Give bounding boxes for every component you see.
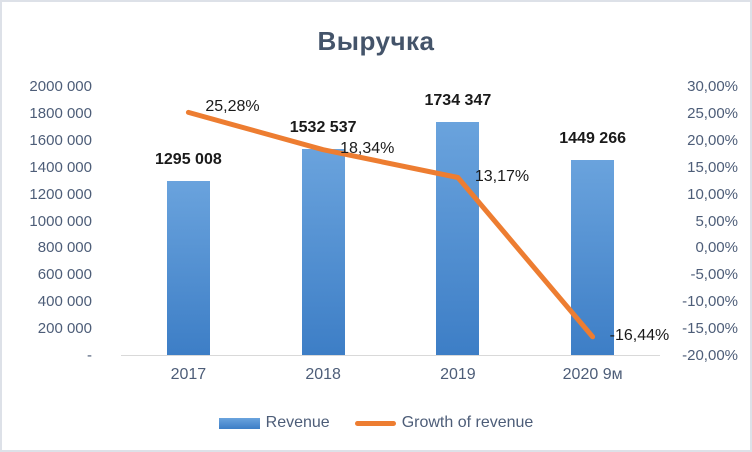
legend: Revenue Growth of revenue (2, 413, 750, 433)
left-axis-tick: 1400 000 (29, 158, 92, 176)
left-axis-tick: - (87, 347, 92, 364)
right-axis-tick: 0,00% (695, 239, 738, 257)
right-axis-tick: 5,00% (695, 212, 738, 230)
left-axis-tick: 800 000 (37, 239, 92, 257)
right-axis-tick: -20,00% (682, 347, 738, 364)
growth-percent-label: 25,28% (205, 98, 260, 116)
left-axis-tick: 1800 000 (29, 104, 92, 122)
left-axis-tick: 1600 000 (29, 131, 92, 149)
revenue-bar-2017[interactable] (166, 180, 210, 355)
revenue-value-label: 1449 266 (559, 130, 626, 148)
right-axis-tick: -10,00% (682, 293, 738, 311)
right-axis-tick: 20,00% (687, 131, 738, 149)
revenue-value-label: 1532 537 (289, 118, 357, 136)
left-axis-tick: 1200 000 (29, 185, 92, 203)
left-axis-tick: 200 000 (37, 320, 92, 338)
right-axis-tick: 25,00% (687, 104, 738, 122)
right-axis-tick: 30,00% (687, 78, 738, 95)
legend-item-revenue[interactable]: Revenue (218, 413, 330, 433)
revenue-value-label: 1295 008 (155, 150, 222, 168)
right-axis-tick: -15,00% (682, 320, 738, 338)
category-label-2017: 2017 (170, 366, 207, 383)
category-label-2018: 2018 (305, 366, 341, 383)
right-axis-tick: 10,00% (687, 185, 738, 203)
legend-label-growth: Growth of revenue (401, 414, 534, 431)
left-axis-tick: 400 000 (37, 293, 92, 311)
revenue-bar-2019[interactable] (436, 121, 480, 355)
right-axis-tick: -5,00% (690, 266, 738, 284)
growth-of-revenue-line[interactable] (121, 87, 660, 356)
growth-percent-label: 13,17% (474, 167, 530, 185)
left-axis-tick: 2000 000 (29, 78, 92, 95)
revenue-value-label: 1734 347 (424, 91, 492, 109)
growth-percent-label: -16,44% (609, 326, 670, 344)
revenue-bar-2018[interactable] (301, 148, 345, 355)
category-label-2020-9м: 2020 9м (562, 366, 623, 383)
category-label-2019: 2019 (440, 366, 476, 383)
left-axis-tick: 600 000 (37, 266, 92, 284)
growth-line-swatch-icon (354, 420, 396, 426)
revenue-swatch-icon (218, 417, 260, 429)
legend-item-growth[interactable]: Growth of revenue (354, 413, 534, 433)
legend-label-revenue: Revenue (265, 414, 330, 431)
left-axis-tick: 1000 000 (29, 212, 92, 230)
right-axis-tick: 15,00% (687, 158, 738, 176)
growth-percent-label: 18,34% (340, 139, 395, 157)
chart-title[interactable]: Выручка (317, 26, 435, 56)
